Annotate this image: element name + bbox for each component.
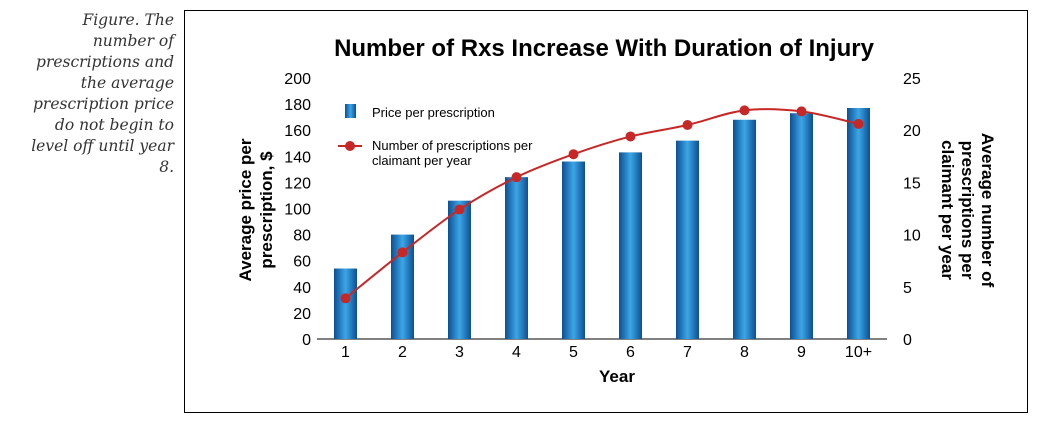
y-tick-label: 200: [284, 71, 311, 88]
y-tick-label: 40: [293, 280, 311, 297]
legend-line-label: Number of prescriptions per claimant per …: [372, 138, 533, 168]
bar: [505, 177, 528, 339]
line-point: [739, 105, 750, 116]
y-axis-label: Average price per prescription, $: [236, 138, 276, 281]
y-axis-label-line: prescription, $: [257, 151, 276, 269]
line-point: [796, 106, 807, 117]
bar: [733, 119, 756, 339]
y2-tick-label: 15: [903, 175, 921, 192]
y-tick-label: 160: [284, 123, 311, 140]
y2-tick-label: 20: [903, 123, 921, 140]
bar: [562, 161, 585, 339]
bar: [619, 152, 642, 339]
y-axis-label-line: Average price per: [236, 138, 255, 281]
chart-frame: [184, 10, 1028, 413]
y-tick-label: 140: [284, 149, 311, 166]
line-point: [625, 131, 636, 142]
y2-axis-label-text: Average number ofprescriptions perclaima…: [938, 133, 997, 288]
y2-tick-label: 25: [903, 71, 921, 88]
legend-line-label-line: claimant per year: [372, 153, 472, 168]
y2-tick-label: 10: [903, 228, 921, 245]
line-point: [682, 119, 693, 130]
x-tick-label: 2: [398, 344, 407, 361]
x-tick-label: 6: [626, 344, 635, 361]
line-point: [568, 149, 579, 160]
bar: [676, 140, 699, 339]
legend-bar-label: Price per prescription: [372, 105, 495, 120]
line-point: [340, 293, 351, 304]
x-tick-label: 4: [512, 344, 521, 361]
legend: Price per prescription Number of prescrip…: [338, 104, 533, 168]
y2-axis-label-line: claimant per year: [938, 140, 957, 280]
y2-tick-label: 5: [903, 280, 912, 297]
y-tick-label: 80: [293, 228, 311, 245]
bar: [334, 268, 357, 339]
x-tick-label: 5: [569, 344, 578, 361]
y-tick-label: 20: [293, 306, 311, 323]
y2-tick-label: 0: [903, 332, 912, 349]
line-point: [454, 204, 465, 215]
line-point: [397, 247, 408, 258]
x-tick-label: 1: [341, 344, 350, 361]
line-point: [511, 172, 522, 183]
y-tick-label: 100: [284, 202, 311, 219]
x-tick-label: 8: [740, 344, 749, 361]
series-line: [344, 108, 859, 300]
bar: [391, 234, 414, 339]
bar: [448, 200, 471, 339]
chart-title: Number of Rxs Increase With Duration of …: [334, 35, 875, 62]
x-tick-label: 9: [797, 344, 806, 361]
legend-line-marker: [345, 141, 355, 151]
y-tick-label: 120: [284, 175, 311, 192]
y2-axis-label-line: prescriptions per: [958, 141, 977, 280]
y-tick-label: 0: [302, 332, 311, 349]
x-tick-label: 10+: [845, 344, 872, 361]
y-tick-label: 180: [284, 97, 311, 114]
legend-bar-swatch: [345, 104, 356, 118]
bar: [790, 113, 813, 339]
y-tick-label: 60: [293, 254, 311, 271]
figure-caption: Figure. The number of prescriptions and …: [31, 11, 174, 176]
y-axis-label-text: Average price per prescription, $: [236, 138, 276, 281]
line-point: [853, 118, 864, 129]
y2-axis-label-line: Average number of: [978, 133, 997, 288]
y2-axis-label: Average number ofprescriptions perclaima…: [938, 133, 997, 288]
x-tick-label: 7: [683, 344, 692, 361]
bar: [847, 108, 870, 339]
x-axis-label: Year: [599, 367, 635, 386]
legend-line-label-line: Number of prescriptions per: [372, 138, 533, 153]
x-tick-label: 3: [455, 344, 464, 361]
